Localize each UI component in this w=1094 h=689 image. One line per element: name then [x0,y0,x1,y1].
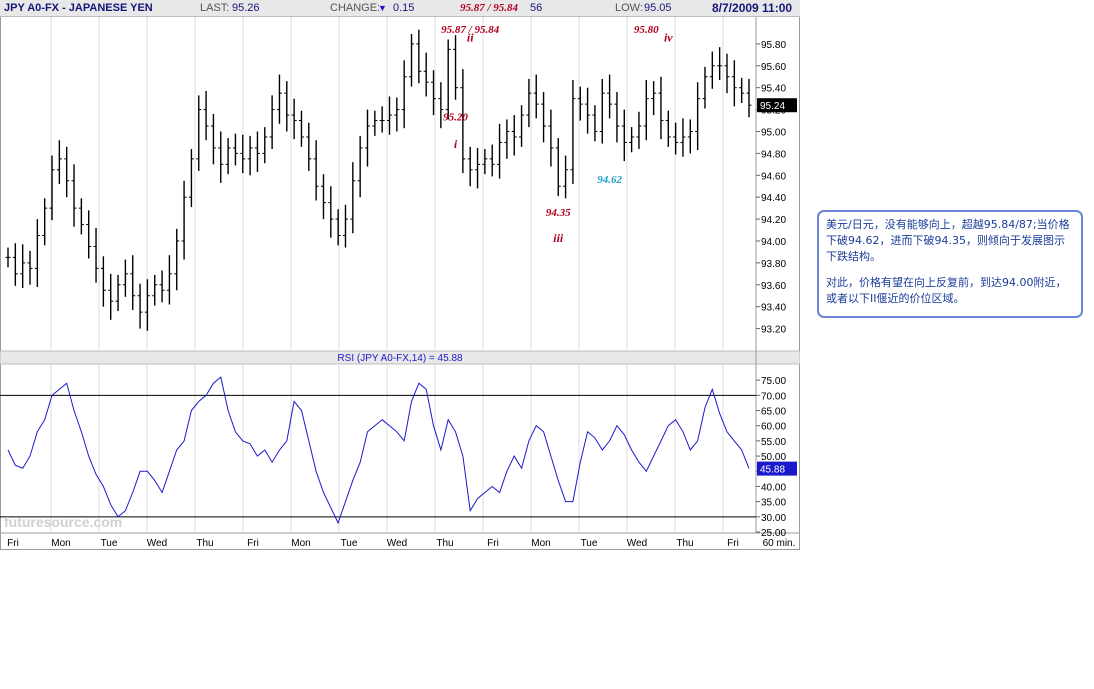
rsi-y-tick-label: 55.00 [761,437,786,448]
x-tick-label: Fri [727,538,739,549]
change-value: 0.15 [393,2,415,14]
x-tick-label: Mon [531,538,550,549]
x-tick-label: Tue [341,538,358,549]
y-tick-label: 94.40 [761,193,786,204]
y-tick-label: 93.40 [761,303,786,314]
rsi-header-bar [0,350,800,365]
rsi-title: RSI (JPY A0-FX,14) = 45.88 [337,353,463,364]
y-tick-label: 94.80 [761,149,786,160]
x-tick-label: Fri [487,538,499,549]
x-tick-label: Thu [676,538,693,549]
x-tick-label: Tue [101,538,118,549]
y-tick-label: 95.40 [761,84,786,95]
low-value: 95.05 [644,2,672,14]
wave-annotation: iv [664,31,673,45]
rsi-y-tick-label: 70.00 [761,391,786,402]
wave-annotation: 95.20 [443,112,468,124]
rsi-y-tick-label: 75.00 [761,376,786,387]
axes: Fri Mon Tue Wed Thu Fri Mon Tue Wed Thu Fri Mon Tue W… [7,40,797,549]
price-series [5,29,752,331]
wave-annotation: 94.35 [546,207,571,219]
x-tick-label: Thu [436,538,453,549]
note-paragraph-1: 美元/日元，没有能够向上，超越95.84/87;当价格下破94.62，进而下破9… [826,218,1070,263]
change-down-icon: ▼ [378,3,387,13]
last-price-marker [757,98,797,113]
low-label: LOW: [615,2,643,14]
change-label: CHANGE: [330,2,381,14]
y-tick-label: 95.00 [761,127,786,138]
y-tick-label: 94.60 [761,171,786,182]
rsi-last-label: 45.88 [760,465,785,476]
x-tick-label: Mon [51,538,70,549]
price-and-rsi-chart: RSI (JPY A0-FX,14) = 45.88 Fri Mon Tue Wed T… [0,17,800,549]
wave-annotation: 95.80 [634,24,659,36]
y-tick-label: 93.20 [761,325,786,336]
x-tick-label: Wed [387,538,407,549]
x-tick-label: Thu [196,538,213,549]
rsi-line [7,376,750,525]
chart-header: JPY A0-FX - JAPANESE YEN LAST: 95.26 CHA… [0,0,800,17]
rsi-series [7,376,750,525]
rsi-last-marker [757,461,797,476]
wave-annotation: ii [467,31,474,45]
wave-annotation: 94.62 [597,174,622,186]
rsi-y-tick-label: 40.00 [761,482,786,493]
last-label: LAST: [200,2,230,14]
wave-annotation: i [454,137,458,151]
note-paragraph-2: 对此，价格有望在向上反复前，到达94.00附近，或者以下II偃近的价位区域。 [826,276,1067,305]
wave-annotation: 95.87 / 95.84 [441,24,500,36]
x-tick-label: 60 min. [763,538,796,549]
datetime: 8/7/2009 11:00 [712,1,793,15]
y-tick-label: 94.20 [761,215,786,226]
instrument-title: JPY A0-FX - JAPANESE YEN [4,2,153,14]
x-tick-label: Mon [291,538,310,549]
grid: RSI (JPY A0-FX,14) = 45.88 [0,17,800,534]
x-tick-label: Fri [7,538,19,549]
y-tick-label: 95.60 [761,62,786,73]
rsi-y-tick-label: 25.00 [761,528,786,539]
y-tick-label: 93.80 [761,259,786,270]
x-tick-label: Fri [247,538,259,549]
y-tick-label: 95.80 [761,40,786,51]
watermark: futuresource.com [4,514,122,530]
rsi-y-tick-label: 30.00 [761,513,786,524]
wave-annotation: iii [553,231,564,245]
rsi-y-tick-label: 60.00 [761,422,786,433]
rsi-y-tick-label: 35.00 [761,498,786,509]
x-tick-label: Wed [147,538,167,549]
last-value: 95.26 [232,2,260,14]
rsi-y-tick-label: 50.00 [761,452,786,463]
x-tick-label: Wed [627,538,647,549]
rsi-y-tick-label: 65.00 [761,407,786,418]
y-tick-label: 93.60 [761,281,786,292]
header-fragment: 56 [530,2,543,14]
y-tick-label: 94.00 [761,237,786,248]
x-tick-label: Tue [581,538,598,549]
last-price-label: 95.24 [760,101,785,112]
range-note: 95.87 / 95.84 [460,2,519,14]
analysis-note: 美元/日元，没有能够向上，超越95.84/87;当价格下破94.62，进而下破9… [817,210,1083,318]
